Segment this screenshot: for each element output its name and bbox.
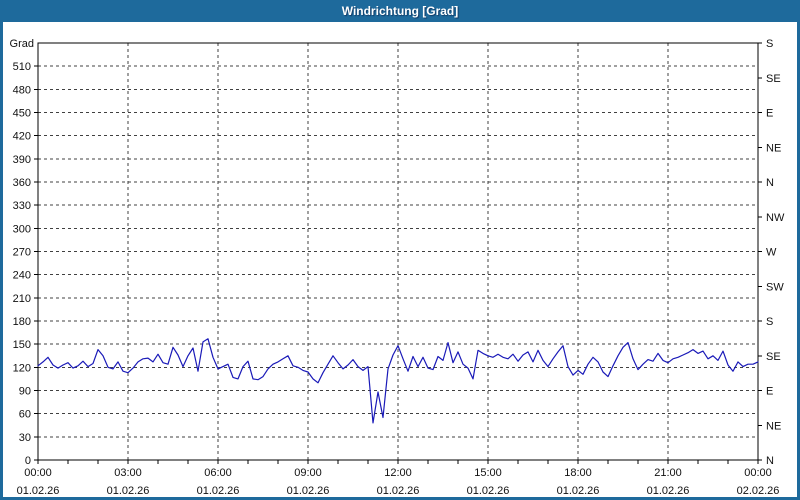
x-axis-date-label: 02.02.26	[737, 485, 780, 497]
y-right-compass-label: N	[766, 455, 774, 467]
x-axis-date-label: 01.02.26	[557, 485, 600, 497]
y-right-compass-label: S	[766, 316, 773, 328]
y-left-tick-label: 180	[13, 316, 31, 328]
x-axis-date-label: 01.02.26	[647, 485, 690, 497]
x-axis-time-label: 18:00	[564, 467, 592, 479]
y-left-tick-label: 150	[13, 339, 31, 351]
y-left-tick-label: 210	[13, 293, 31, 305]
window-title-bar: Windrichtung [Grad]	[3, 0, 797, 22]
x-axis-time-label: 15:00	[474, 467, 502, 479]
y-right-compass-label: NE	[766, 142, 781, 154]
wind-direction-chart: 0 30 60 90 120 150 180 210 240 270 300 330 360 390 420…	[10, 38, 785, 497]
y-left-tick-label: 90	[19, 386, 31, 398]
chart-area: 0 30 60 90 120 150 180 210 240 270 300 330 360 390 420…	[3, 22, 797, 497]
x-axis-date-label: 01.02.26	[467, 485, 510, 497]
wind-direction-series-line	[37, 338, 759, 424]
y-right-compass-label: W	[766, 247, 777, 259]
x-axis-time-label: 00:00	[744, 467, 772, 479]
y-right-compass-label: SW	[766, 281, 784, 293]
x-axis-time-label: 21:00	[654, 467, 682, 479]
y-right-compass-label: E	[766, 386, 773, 398]
y-right-compass-label: NE	[766, 420, 781, 432]
y-right-compass-label: S	[766, 38, 773, 50]
y-left-tick-label: 330	[13, 200, 31, 212]
y-left-tick-label: 0	[25, 455, 31, 467]
y-left-tick-label: 240	[13, 270, 31, 282]
y-left-tick-label: 510	[13, 61, 31, 73]
x-axis-time-label: 09:00	[294, 467, 322, 479]
y-left-axis-unit-label: Grad	[10, 38, 34, 50]
y-left-tick-label: 60	[19, 409, 31, 421]
y-right-compass-label: SE	[766, 351, 781, 363]
y-right-compass-label: E	[766, 108, 773, 120]
y-left-tick-label: 450	[13, 108, 31, 120]
x-axis-date-label: 01.02.26	[377, 485, 420, 497]
x-axis-time-label: 12:00	[384, 467, 412, 479]
y-left-tick-label: 120	[13, 362, 31, 374]
y-left-tick-label: 420	[13, 131, 31, 143]
y-left-tick-label: 30	[19, 432, 31, 444]
y-right-compass-label: NW	[766, 212, 785, 224]
y-left-tick-label: 390	[13, 154, 31, 166]
x-axis-time-label: 06:00	[204, 467, 232, 479]
x-axis-date-label: 01.02.26	[107, 485, 150, 497]
y-right-compass-label: SE	[766, 73, 781, 85]
y-left-tick-label: 360	[13, 177, 31, 189]
x-axis-date-label: 01.02.26	[17, 485, 60, 497]
y-right-compass-label: N	[766, 177, 774, 189]
y-left-tick-label: 270	[13, 247, 31, 259]
x-axis-date-label: 01.02.26	[287, 485, 330, 497]
x-axis-time-label: 00:00	[24, 467, 52, 479]
y-left-tick-label: 300	[13, 223, 31, 235]
y-left-tick-label: 480	[13, 84, 31, 96]
x-axis-time-label: 03:00	[114, 467, 142, 479]
x-axis-date-label: 01.02.26	[197, 485, 240, 497]
window-title: Windrichtung [Grad]	[341, 4, 459, 18]
